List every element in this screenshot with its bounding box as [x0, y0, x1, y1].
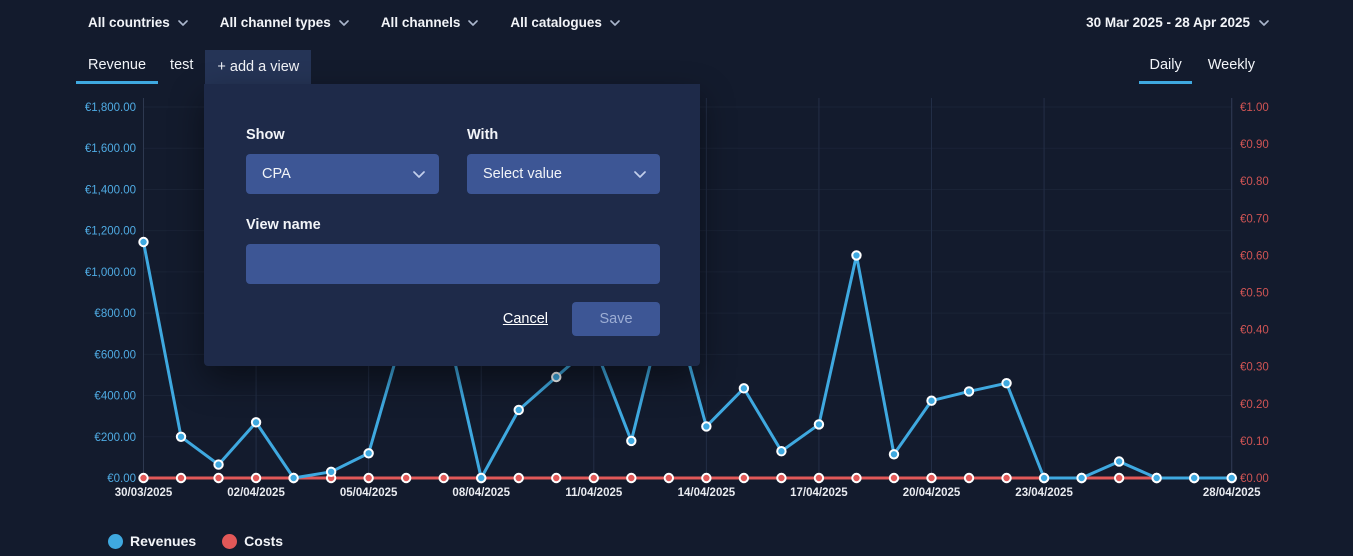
svg-text:€0.30: €0.30	[1240, 362, 1269, 374]
svg-text:€1,400.00: €1,400.00	[85, 184, 136, 196]
view-name-input[interactable]	[246, 244, 660, 284]
svg-text:€1.00: €1.00	[1240, 102, 1269, 114]
svg-text:€0.80: €0.80	[1240, 176, 1269, 188]
channel-types-filter-dropdown[interactable]: All channel types	[220, 15, 349, 30]
granularity-weekly[interactable]: Weekly	[1198, 50, 1265, 84]
view-name-field-label: View name	[246, 217, 321, 233]
countries-filter-label: All countries	[88, 15, 170, 30]
svg-text:€0.90: €0.90	[1240, 139, 1269, 151]
granularity-daily[interactable]: Daily	[1139, 50, 1192, 84]
chevron-down-icon	[1259, 19, 1269, 26]
with-field-label: With	[467, 127, 499, 143]
channels-filter-label: All channels	[380, 15, 461, 30]
show-select-value: CPA	[262, 166, 291, 182]
svg-text:€0.10: €0.10	[1240, 436, 1269, 448]
svg-text:20/04/2025: 20/04/2025	[903, 487, 961, 499]
add-a-view-button[interactable]: + add a view	[205, 50, 312, 84]
svg-text:€0.40: €0.40	[1240, 325, 1269, 337]
svg-text:€0.00: €0.00	[107, 473, 136, 485]
chart-legend: Revenues Costs	[108, 533, 283, 549]
date-range-label: 30 Mar 2025 - 28 Apr 2025	[1086, 15, 1250, 30]
tab-test-label: test	[170, 57, 194, 73]
svg-text:02/04/2025: 02/04/2025	[227, 487, 285, 499]
countries-filter-dropdown[interactable]: All countries	[88, 15, 188, 30]
svg-text:14/04/2025: 14/04/2025	[678, 487, 736, 499]
daily-label: Daily	[1149, 57, 1182, 73]
costs-dot-icon	[222, 533, 238, 549]
revenues-dot-icon	[108, 533, 123, 549]
catalogues-filter-label: All catalogues	[510, 15, 602, 30]
svg-text:€1,600.00: €1,600.00	[85, 143, 136, 155]
svg-text:23/04/2025: 23/04/2025	[1015, 487, 1073, 499]
cancel-button[interactable]: Cancel	[502, 311, 548, 327]
chevron-down-icon	[339, 19, 349, 26]
svg-text:€1,200.00: €1,200.00	[85, 226, 136, 238]
svg-text:17/04/2025: 17/04/2025	[790, 487, 848, 499]
chevron-down-icon	[610, 19, 620, 26]
show-field-label: Show	[246, 127, 285, 143]
svg-text:€600.00: €600.00	[94, 349, 136, 361]
tab-revenue-label: Revenue	[88, 57, 147, 73]
granularity-toggle: Daily Weekly	[1139, 50, 1265, 84]
legend-revenues-label: Revenues	[130, 533, 197, 549]
svg-text:28/04/2025: 28/04/2025	[1203, 487, 1261, 499]
chevron-down-icon	[468, 19, 479, 26]
tab-test[interactable]: test	[158, 50, 205, 84]
catalogues-filter-dropdown[interactable]: All catalogues	[510, 15, 620, 30]
show-select[interactable]: CPA	[246, 154, 439, 194]
svg-text:€800.00: €800.00	[94, 308, 136, 320]
legend-item-costs[interactable]: Costs	[222, 533, 283, 549]
legend-item-revenues[interactable]: Revenues	[108, 533, 196, 549]
svg-text:€0.50: €0.50	[1240, 288, 1269, 300]
svg-text:08/04/2025: 08/04/2025	[452, 487, 510, 499]
weekly-label: Weekly	[1207, 57, 1255, 73]
svg-text:€0.00: €0.00	[1240, 473, 1269, 485]
add-view-modal: Show CPA With Select value View name Can…	[204, 84, 700, 366]
svg-text:11/04/2025: 11/04/2025	[565, 487, 623, 499]
channels-filter-dropdown[interactable]: All channels	[381, 15, 479, 30]
svg-text:€1,000.00: €1,000.00	[85, 267, 136, 279]
svg-text:€0.70: €0.70	[1240, 213, 1269, 225]
chevron-down-icon	[413, 170, 425, 178]
svg-text:30/03/2025: 30/03/2025	[115, 487, 173, 499]
add-a-view-label: + add a view	[217, 59, 300, 75]
svg-text:€1,800.00: €1,800.00	[85, 102, 136, 114]
svg-text:05/04/2025: 05/04/2025	[340, 487, 398, 499]
tab-revenue[interactable]: Revenue	[76, 50, 159, 84]
chevron-down-icon	[634, 170, 646, 178]
svg-text:€0.60: €0.60	[1240, 250, 1269, 262]
with-select[interactable]: Select value	[467, 154, 660, 194]
legend-costs-label: Costs	[244, 533, 284, 549]
channel-types-filter-label: All channel types	[219, 15, 331, 30]
chevron-down-icon	[177, 19, 188, 26]
svg-text:€400.00: €400.00	[94, 391, 136, 403]
with-select-value: Select value	[483, 166, 562, 182]
filter-bar: All countries All channel types All chan…	[88, 15, 620, 30]
date-range-picker[interactable]: 30 Mar 2025 - 28 Apr 2025	[1086, 15, 1269, 30]
save-button[interactable]: Save	[572, 302, 660, 336]
view-tabs: Revenue test + add a view	[76, 50, 312, 84]
svg-text:€200.00: €200.00	[94, 432, 136, 444]
svg-text:€0.20: €0.20	[1240, 399, 1269, 411]
